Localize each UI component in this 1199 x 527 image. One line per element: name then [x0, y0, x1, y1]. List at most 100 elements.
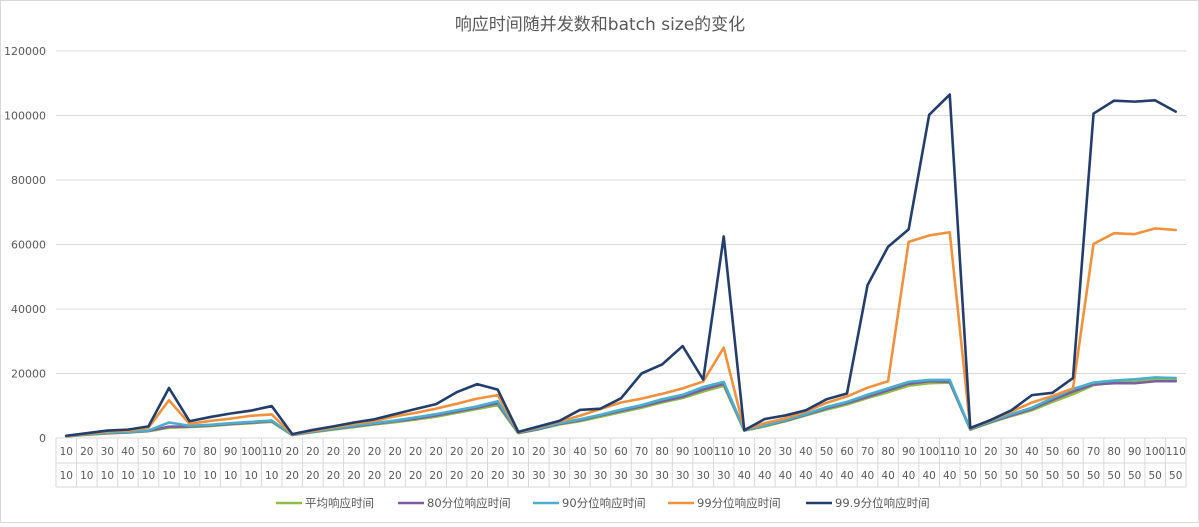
x-tick-label-concurrency: 90 [676, 446, 689, 458]
y-tick-label: 100000 [4, 110, 46, 123]
x-tick-label-batch: 20 [450, 470, 463, 482]
x-tick-label-batch: 20 [409, 470, 422, 482]
x-tick-label-batch: 20 [327, 470, 340, 482]
x-tick-label-batch: 30 [655, 470, 668, 482]
y-tick-label: 40000 [11, 303, 46, 316]
x-tick-label-concurrency: 110 [940, 446, 960, 458]
y-tick-label: 0 [39, 432, 46, 445]
x-tick-label-concurrency: 70 [183, 446, 196, 458]
x-tick-label-concurrency: 50 [820, 446, 833, 458]
x-tick-label-concurrency: 100 [693, 446, 713, 458]
x-tick-label-batch: 50 [1087, 470, 1100, 482]
x-tick-label-concurrency: 110 [262, 446, 282, 458]
legend-label-0: 平均响应时间 [305, 496, 374, 510]
x-tick-label-batch: 40 [943, 470, 956, 482]
x-tick-label-batch: 20 [286, 470, 299, 482]
x-tick-label-concurrency: 10 [738, 446, 751, 458]
x-tick-label-batch: 30 [614, 470, 627, 482]
x-tick-label-batch: 50 [1128, 470, 1141, 482]
x-tick-label-batch: 20 [470, 470, 483, 482]
x-tick-label-batch: 10 [162, 470, 175, 482]
x-tick-label-batch: 30 [512, 470, 525, 482]
x-tick-label-concurrency: 20 [758, 446, 771, 458]
x-tick-label-batch: 10 [142, 470, 155, 482]
x-tick-label-concurrency: 80 [655, 446, 668, 458]
x-tick-label-batch: 20 [491, 470, 504, 482]
x-tick-label-concurrency: 30 [1005, 446, 1018, 458]
x-tick-label-batch: 50 [1169, 470, 1182, 482]
x-tick-label-batch: 30 [573, 470, 586, 482]
x-tick-label-concurrency: 20 [429, 446, 442, 458]
x-tick-label-concurrency: 50 [1046, 446, 1059, 458]
x-tick-label-batch: 40 [779, 470, 792, 482]
gridlines [56, 50, 1186, 439]
x-tick-label-batch: 30 [635, 470, 648, 482]
x-tick-label-concurrency: 60 [614, 446, 627, 458]
x-tick-label-concurrency: 20 [306, 446, 319, 458]
y-tick-label: 60000 [11, 239, 46, 252]
x-tick-label-batch: 50 [1148, 470, 1161, 482]
x-tick-label-batch: 40 [861, 470, 874, 482]
x-tick-label-batch: 20 [429, 470, 442, 482]
x-tick-label-concurrency: 30 [101, 446, 114, 458]
y-tick-label: 120000 [4, 45, 46, 58]
x-tick-label-concurrency: 20 [327, 446, 340, 458]
x-tick-label-concurrency: 90 [224, 446, 237, 458]
x-tick-label-concurrency: 110 [1166, 446, 1186, 458]
x-tick-label-concurrency: 80 [1107, 446, 1120, 458]
x-tick-label-batch: 30 [594, 470, 607, 482]
chart-title: 响应时间随并发数和batch size的变化 [455, 15, 745, 35]
y-tick-label: 20000 [11, 368, 46, 381]
legend-label-1: 80分位响应时间 [427, 496, 511, 510]
legend-label-2: 90分位响应时间 [562, 496, 646, 510]
x-tick-label-batch: 10 [121, 470, 134, 482]
legend-label-3: 99分位响应时间 [697, 496, 781, 510]
x-tick-label-concurrency: 100 [241, 446, 261, 458]
x-tick-label-batch: 30 [532, 470, 545, 482]
x-tick-label-concurrency: 20 [450, 446, 463, 458]
x-tick-label-batch: 40 [840, 470, 853, 482]
x-tick-label-batch: 50 [1025, 470, 1038, 482]
x-tick-label-concurrency: 70 [861, 446, 874, 458]
x-tick-label-concurrency: 100 [1145, 446, 1165, 458]
x-tick-label-batch: 30 [717, 470, 730, 482]
x-tick-label-concurrency: 20 [368, 446, 381, 458]
x-tick-label-concurrency: 20 [491, 446, 504, 458]
x-tick-label-concurrency: 60 [840, 446, 853, 458]
legend-label-4: 99.9分位响应时间 [835, 496, 930, 510]
x-tick-label-batch: 40 [881, 470, 894, 482]
x-tick-label-concurrency: 20 [470, 446, 483, 458]
x-tick-label-concurrency: 20 [388, 446, 401, 458]
x-tick-label-batch: 10 [203, 470, 216, 482]
y-axis: 0 20000 40000 60000 80000 100000 120000 [4, 45, 46, 445]
x-tick-label-batch: 10 [101, 470, 114, 482]
x-tick-label-batch: 30 [696, 470, 709, 482]
x-tick-label-concurrency: 20 [532, 446, 545, 458]
x-tick-label-batch: 30 [553, 470, 566, 482]
x-tick-label-batch: 10 [80, 470, 93, 482]
x-tick-label-batch: 10 [265, 470, 278, 482]
x-tick-label-concurrency: 90 [1128, 446, 1141, 458]
x-tick-label-concurrency: 10 [964, 446, 977, 458]
x-tick-label-batch: 50 [964, 470, 977, 482]
y-tick-label: 80000 [11, 174, 46, 187]
x-tick-label-batch: 40 [738, 470, 751, 482]
x-tick-label-batch: 20 [347, 470, 360, 482]
x-tick-label-concurrency: 80 [203, 446, 216, 458]
x-tick-label-concurrency: 90 [902, 446, 915, 458]
x-tick-label-concurrency: 70 [635, 446, 648, 458]
x-tick-label-batch: 40 [820, 470, 833, 482]
x-tick-label-concurrency: 10 [60, 446, 73, 458]
x-tick-label-concurrency: 40 [799, 446, 812, 458]
x-tick-label-concurrency: 40 [121, 446, 134, 458]
x-tick-label-concurrency: 40 [573, 446, 586, 458]
x-tick-label-concurrency: 20 [409, 446, 422, 458]
x-tick-label-concurrency: 40 [1025, 446, 1038, 458]
x-tick-label-concurrency: 50 [594, 446, 607, 458]
x-tick-label-batch: 10 [183, 470, 196, 482]
x-tick-label-concurrency: 80 [881, 446, 894, 458]
x-axis: 1010201030104010501060107010801090101001… [55, 438, 1187, 488]
legend: 平均响应时间 80分位响应时间 90分位响应时间 99分位响应时间 99.9分位响应时间 [276, 496, 930, 510]
